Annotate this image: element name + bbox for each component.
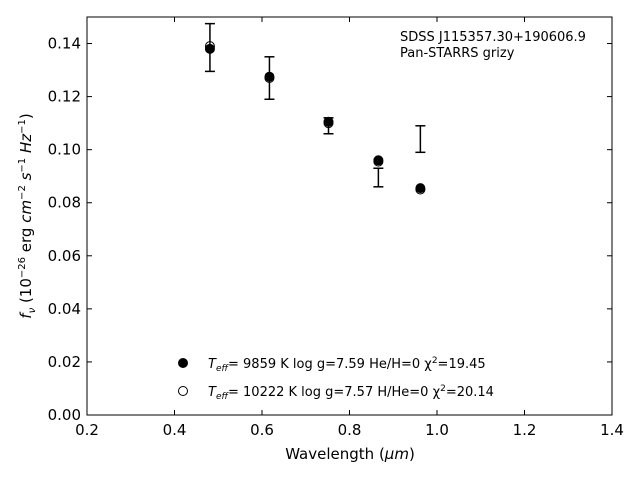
y-tick-label: 0.14	[48, 35, 81, 53]
x-axis-label: Wavelength (μm)	[285, 445, 415, 463]
plot-frame	[86, 16, 613, 416]
model-point-open	[264, 73, 275, 84]
model-point-open	[373, 156, 384, 167]
annotation-line-1: SDSS J115357.30+190606.9	[400, 30, 586, 45]
y-tick-label: 0.10	[48, 141, 81, 159]
x-tick-label: 1.0	[425, 421, 449, 439]
model-point-open	[204, 41, 215, 52]
observed-error-bars	[204, 22, 426, 188]
x-tick-label: 1.2	[513, 421, 537, 439]
model-points	[204, 41, 426, 195]
observed-errorbar	[373, 167, 384, 188]
model-point-open	[415, 184, 426, 195]
model-point-open	[323, 118, 334, 129]
x-tick-labels: 0.2 0.4 0.6 0.8 1.0 1.2 1.4	[75, 421, 624, 439]
x-tick-label: 0.4	[163, 421, 187, 439]
y-tick-label: 0.06	[48, 247, 81, 265]
x-tick-label: 0.8	[338, 421, 362, 439]
y-tick-label: 0.02	[48, 353, 81, 371]
y-tick-label: 0.04	[48, 300, 81, 318]
legend-entry-1: Teff= 9859 K log g=7.59 He/H=0 χ2=19.45	[208, 356, 486, 374]
annotation-line-2: Pan-STARRS grizy	[400, 46, 515, 61]
x-tick-label: 1.4	[600, 421, 624, 439]
model-point-filled	[204, 43, 215, 54]
y-tick-label: 0.08	[48, 194, 81, 212]
axis-ticks	[86, 17, 613, 416]
legend-marker-open	[178, 386, 188, 396]
x-tick-label: 0.2	[75, 421, 99, 439]
y-tick-label: 0.00	[48, 406, 81, 424]
y-tick-labels: 0.00 0.02 0.04 0.06 0.08 0.10 0.12 0.14	[48, 35, 81, 424]
y-axis-label: fν (10−26 erg cm−2 s−1 Hz−1)	[17, 113, 38, 318]
x-tick-label: 0.6	[250, 421, 274, 439]
legend: Teff= 9859 K log g=7.59 He/H=0 χ2=19.45 …	[178, 356, 494, 402]
y-tick-label: 0.12	[48, 88, 81, 106]
legend-marker-filled	[178, 358, 188, 368]
observed-errorbar	[415, 125, 426, 154]
legend-entry-2: Teff= 10222 K log g=7.57 H/He=0 χ2=20.14	[208, 384, 494, 402]
